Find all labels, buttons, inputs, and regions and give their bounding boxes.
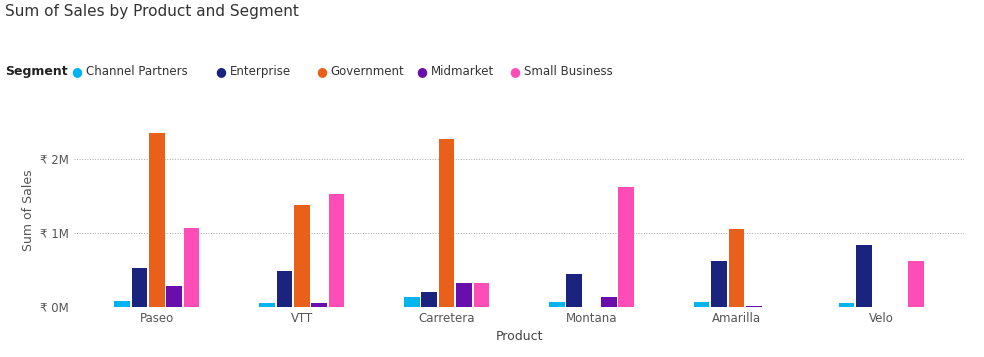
Bar	[277, 271, 292, 307]
Text: ●: ●	[71, 65, 82, 78]
Bar	[311, 303, 327, 307]
Text: Channel Partners: Channel Partners	[86, 65, 187, 78]
Bar	[404, 297, 419, 307]
Bar	[114, 301, 130, 307]
Bar	[473, 283, 489, 307]
Text: ●: ●	[416, 65, 427, 78]
Bar	[746, 306, 762, 307]
Text: ●: ●	[215, 65, 226, 78]
Text: ●: ●	[510, 65, 521, 78]
Text: Government: Government	[331, 65, 404, 78]
Bar	[439, 139, 455, 307]
Text: Segment: Segment	[5, 65, 68, 78]
Bar	[728, 229, 744, 307]
Text: Enterprise: Enterprise	[230, 65, 291, 78]
Bar	[294, 205, 310, 307]
Bar	[457, 283, 472, 307]
Bar	[132, 268, 148, 307]
Text: Sum of Sales by Product and Segment: Sum of Sales by Product and Segment	[5, 4, 299, 19]
Bar	[566, 274, 582, 307]
Bar	[184, 228, 200, 307]
Bar	[619, 187, 634, 307]
Bar	[711, 261, 727, 307]
Bar	[694, 302, 709, 307]
Text: ●: ●	[316, 65, 327, 78]
Text: Small Business: Small Business	[524, 65, 613, 78]
Bar	[149, 133, 164, 307]
Bar	[601, 297, 617, 307]
Bar	[908, 261, 924, 307]
Bar	[259, 303, 275, 307]
Bar	[166, 286, 182, 307]
Bar	[549, 302, 565, 307]
Y-axis label: Sum of Sales: Sum of Sales	[22, 170, 34, 251]
Bar	[329, 193, 344, 307]
Bar	[421, 292, 437, 307]
Bar	[856, 246, 872, 307]
Bar	[838, 303, 854, 307]
X-axis label: Product: Product	[495, 331, 543, 343]
Text: Midmarket: Midmarket	[431, 65, 494, 78]
